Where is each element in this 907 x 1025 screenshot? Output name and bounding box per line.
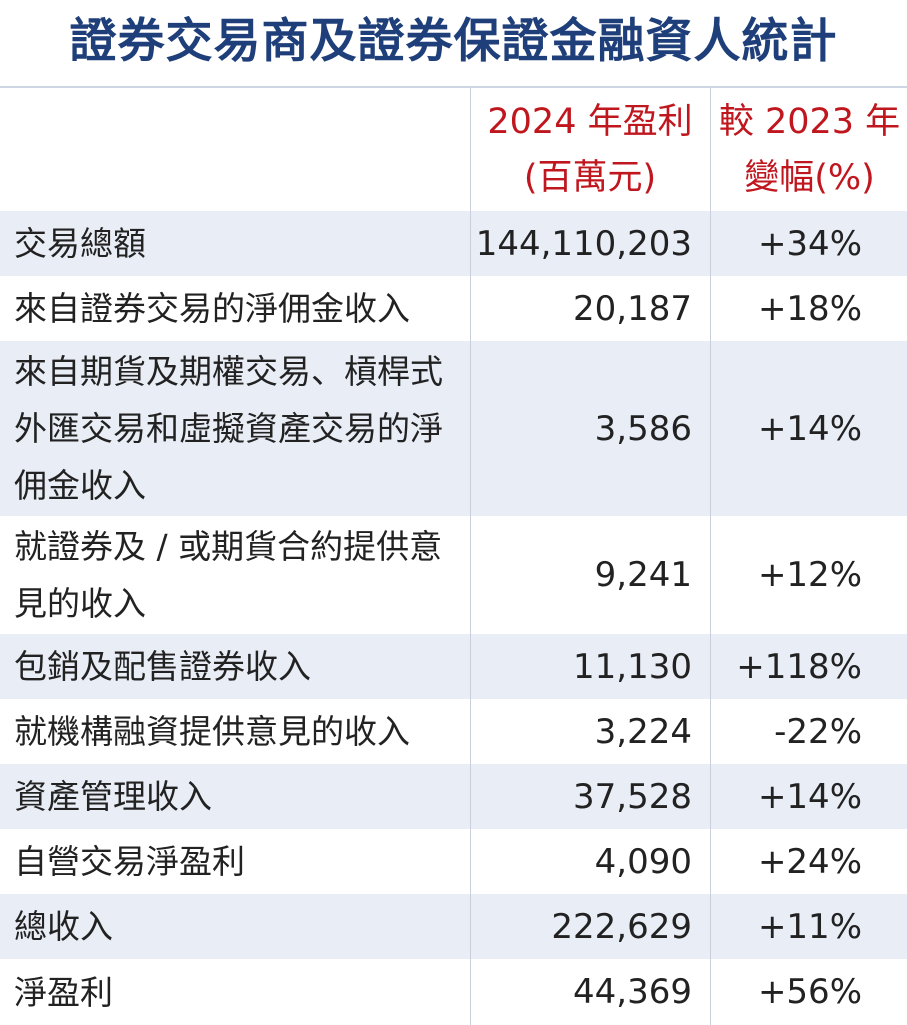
row-label: 資產管理收入 xyxy=(14,777,212,816)
row-change: +118% xyxy=(736,646,862,687)
row-change: +56% xyxy=(757,972,862,1012)
row-label: 總收入 xyxy=(14,907,113,946)
title-divider xyxy=(0,86,907,88)
table-row: 包銷及配售證券收入 11,130 +118% xyxy=(0,634,907,699)
row-label: 來自期貨及期權交易、槓桿式外匯交易和虛擬資產交易的淨佣金收入 xyxy=(14,352,443,505)
table-row: 自營交易淨盈利 4,090 +24% xyxy=(0,829,907,894)
header-value-line1: 2024 年盈利 xyxy=(487,102,693,142)
row-change: +24% xyxy=(757,841,862,882)
row-label: 就機構融資提供意見的收入 xyxy=(14,712,410,751)
table-title: 證券交易商及證券保證金融資人統計 xyxy=(69,14,838,69)
row-value: 222,629 xyxy=(551,906,692,947)
row-value: 37,528 xyxy=(573,776,692,817)
table-row: 資產管理收入 37,528 +14% xyxy=(0,764,907,829)
header-value-line2: (百萬元) xyxy=(523,158,657,198)
row-change: +18% xyxy=(757,288,862,329)
header-change-line1: 較 2023 年 xyxy=(718,102,901,142)
row-change: -22% xyxy=(774,711,862,752)
row-value: 4,090 xyxy=(594,841,692,882)
row-change: +14% xyxy=(757,776,862,817)
table-row: 來自證券交易的淨佣金收入 20,187 +18% xyxy=(0,276,907,341)
table-row: 就機構融資提供意見的收入 3,224 -22% xyxy=(0,699,907,764)
row-value: 3,224 xyxy=(594,711,692,752)
table-row: 就證券及 / 或期貨合約提供意見的收入 9,241 +12% xyxy=(0,516,907,634)
row-label: 就證券及 / 或期貨合約提供意見的收入 xyxy=(14,527,443,623)
row-value: 3,586 xyxy=(594,408,692,449)
table-row: 交易總額 144,110,203 +34% xyxy=(0,211,907,276)
header-change-line2: 變幅(%) xyxy=(744,158,875,198)
table-row: 來自期貨及期權交易、槓桿式外匯交易和虛擬資產交易的淨佣金收入 3,586 +14% xyxy=(0,341,907,516)
table-row: 淨盈利 44,369 +56% xyxy=(0,959,907,1025)
column-divider-2 xyxy=(710,88,711,1025)
row-label: 自營交易淨盈利 xyxy=(14,842,245,881)
row-change: +14% xyxy=(757,408,862,449)
row-label: 交易總額 xyxy=(14,224,146,263)
row-change: +11% xyxy=(757,906,862,947)
header-value: 2024 年盈利 (百萬元) xyxy=(470,92,710,208)
row-value: 11,130 xyxy=(573,646,692,687)
row-value: 44,369 xyxy=(573,972,692,1012)
row-label: 包銷及配售證券收入 xyxy=(14,647,311,686)
row-label: 來自證券交易的淨佣金收入 xyxy=(14,289,410,328)
row-value: 20,187 xyxy=(573,288,692,329)
row-value: 9,241 xyxy=(594,555,692,595)
column-divider-1 xyxy=(470,88,471,1025)
row-change: +34% xyxy=(757,223,862,264)
header-change: 較 2023 年 變幅(%) xyxy=(712,92,907,208)
row-value: 144,110,203 xyxy=(475,223,692,264)
row-change: +12% xyxy=(757,555,862,595)
table-row: 總收入 222,629 +11% xyxy=(0,894,907,959)
row-label: 淨盈利 xyxy=(14,972,113,1012)
